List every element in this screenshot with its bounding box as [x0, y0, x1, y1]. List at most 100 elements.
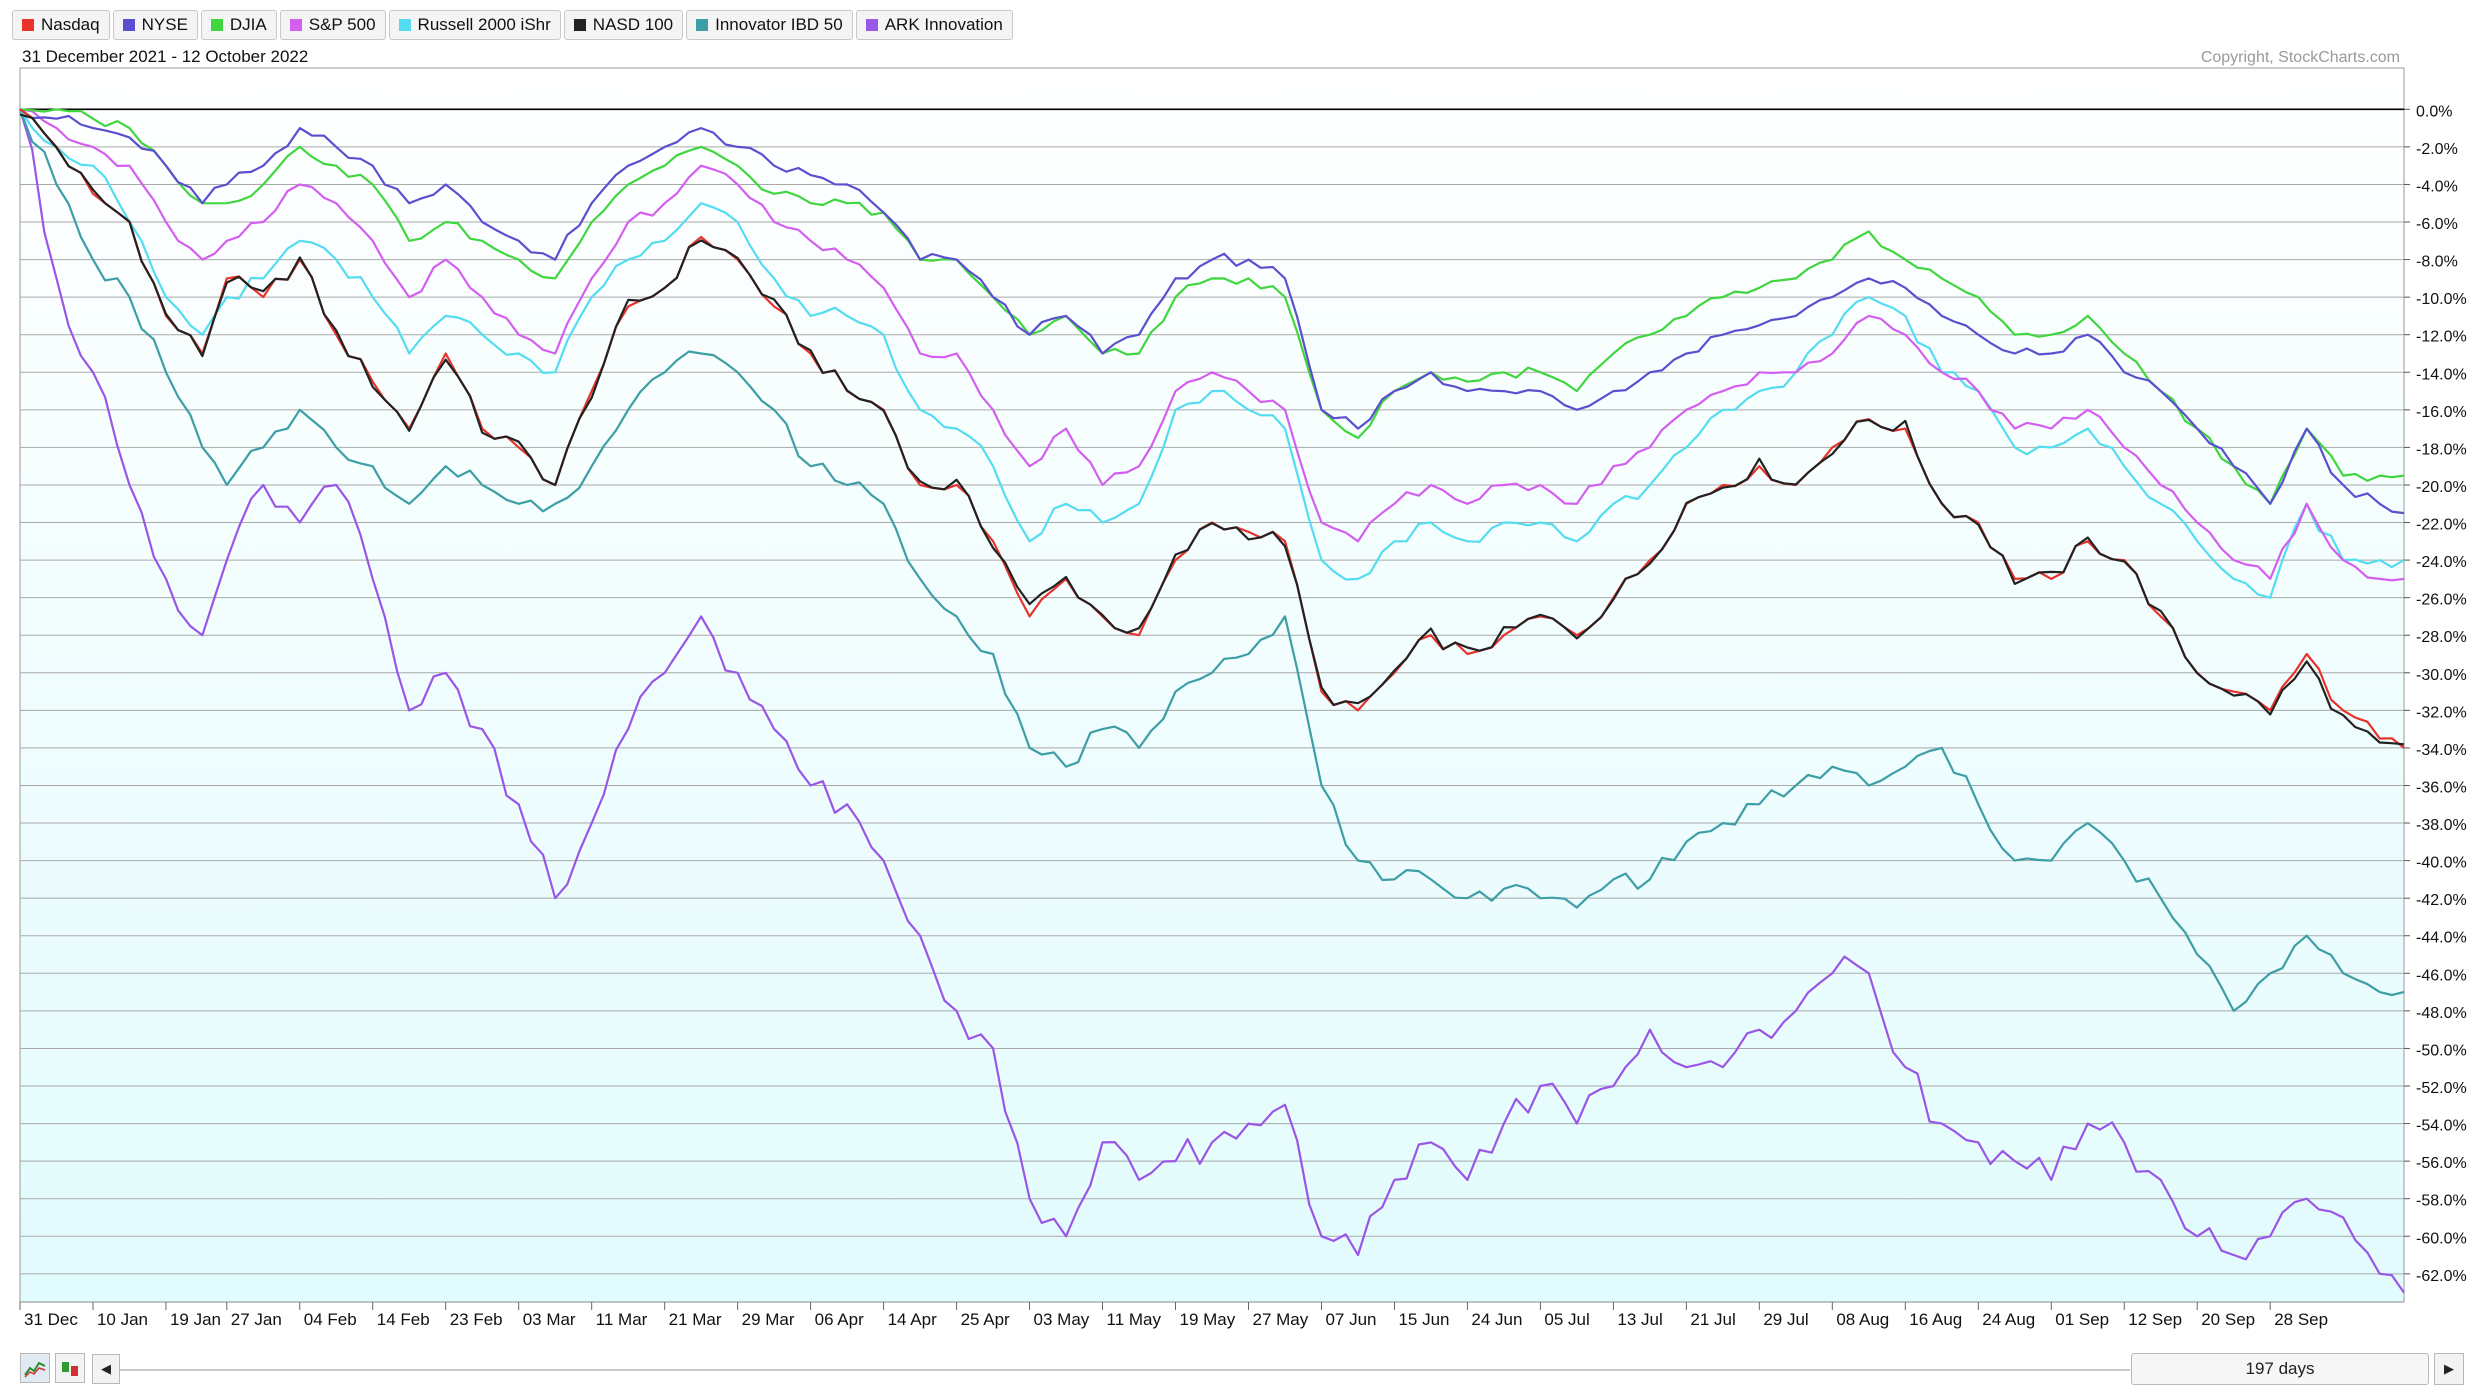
- series-line-innovator-ibd-50: [18, 108, 2405, 1013]
- y-tick-label: -16.0%: [2416, 404, 2467, 421]
- scroll-right-button[interactable]: ▶: [2434, 1353, 2464, 1385]
- x-tick-label: 29 Mar: [742, 1310, 795, 1329]
- legend-swatch: [573, 19, 586, 31]
- y-tick-label: -44.0%: [2416, 930, 2467, 947]
- x-tick-label: 03 Mar: [523, 1310, 576, 1329]
- x-tick-label: 01 Sep: [2055, 1310, 2109, 1329]
- x-tick-label: 16 Aug: [1909, 1310, 1962, 1329]
- scroll-left-button[interactable]: ◀: [92, 1354, 120, 1384]
- y-tick-label: -38.0%: [2416, 817, 2467, 834]
- legend-label: NASD 100: [592, 15, 674, 34]
- y-tick-label: 0.0%: [2416, 103, 2452, 120]
- legend-label: S&P 500: [308, 15, 376, 34]
- series-line-nyse: [19, 108, 2405, 515]
- right-arrow-icon: ▶: [2444, 1361, 2454, 1376]
- legend-swatch: [696, 19, 709, 31]
- x-tick-label: 21 Mar: [669, 1310, 722, 1329]
- y-tick-label: -2.0%: [2416, 141, 2458, 158]
- x-axis: 31 Dec 10 Jan 19 Jan 27 Jan 04 Feb 14 Feb 23 F…: [19, 1301, 2404, 1329]
- x-tick-label: 28 Sep: [2274, 1310, 2328, 1329]
- y-tick-label: -28.0%: [2416, 629, 2467, 646]
- y-tick-label: -42.0%: [2416, 892, 2467, 909]
- legend-label: ARK Innovation: [884, 15, 1003, 34]
- legend-item[interactable]: Nasdaq: [12, 10, 110, 40]
- legend-item[interactable]: NYSE: [112, 10, 198, 40]
- candlestick-toggle-button[interactable]: [55, 1353, 85, 1383]
- y-tick-label: -40.0%: [2416, 855, 2467, 872]
- legend-item[interactable]: Innovator IBD 50: [686, 10, 853, 40]
- y-tick-label: -54.0%: [2416, 1118, 2467, 1135]
- x-tick-label: 14 Feb: [377, 1310, 430, 1329]
- x-tick-label: 13 Jul: [1617, 1310, 1662, 1329]
- y-tick-label: -12.0%: [2416, 329, 2467, 346]
- legend-item[interactable]: DJIA: [200, 10, 277, 40]
- legend: Nasdaq NYSE DJIA S&P 500 Russell 2000 iShr NA…: [12, 10, 1013, 42]
- y-tick-label: -58.0%: [2416, 1193, 2467, 1210]
- scroll-track[interactable]: [120, 1369, 2130, 1371]
- legend-label: NYSE: [141, 15, 188, 34]
- legend-swatch: [122, 19, 135, 31]
- date-range-label: 31 December 2021 - 12 October 2022: [22, 47, 308, 66]
- legend-item[interactable]: ARK Innovation: [855, 10, 1013, 40]
- x-tick-label: 24 Jun: [1471, 1310, 1522, 1329]
- y-tick-label: -56.0%: [2416, 1155, 2467, 1172]
- x-tick-label: 04 Feb: [304, 1310, 357, 1329]
- period-label: 197 days: [2245, 1359, 2315, 1378]
- y-tick-label: -60.0%: [2416, 1230, 2467, 1247]
- candlestick-icon: [62, 1362, 78, 1376]
- y-tick-label: -26.0%: [2416, 592, 2467, 609]
- y-tick-label: -30.0%: [2416, 667, 2467, 684]
- legend-swatch: [865, 19, 878, 31]
- y-tick-label: -18.0%: [2416, 441, 2467, 458]
- legend-item[interactable]: Russell 2000 iShr: [388, 10, 561, 40]
- legend-item[interactable]: NASD 100: [563, 10, 684, 40]
- y-tick-label: -10.0%: [2416, 291, 2467, 308]
- period-selector[interactable]: 197 days: [2131, 1353, 2429, 1385]
- legend-swatch: [210, 19, 223, 31]
- x-tick-label: 03 May: [1034, 1310, 1090, 1329]
- y-tick-label: -22.0%: [2416, 517, 2467, 534]
- legend-swatch: [398, 19, 411, 31]
- series-line-nasd-100: [19, 113, 2405, 746]
- x-tick-label: 11 Mar: [596, 1310, 648, 1329]
- y-tick-label: -32.0%: [2416, 704, 2467, 721]
- series-line-djia: [19, 108, 2405, 505]
- x-tick-label: 14 Apr: [888, 1310, 937, 1329]
- x-tick-label: 05 Jul: [1544, 1310, 1589, 1329]
- y-tick-label: -6.0%: [2416, 216, 2458, 233]
- y-tick-label: -36.0%: [2416, 779, 2467, 796]
- legend-item[interactable]: S&P 500: [279, 10, 386, 40]
- x-tick-label: 21 Jul: [1690, 1310, 1735, 1329]
- y-tick-label: -50.0%: [2416, 1042, 2467, 1059]
- x-tick-label: 11 May: [1107, 1310, 1162, 1329]
- legend-label: Nasdaq: [41, 15, 100, 34]
- x-tick-label: 10 Jan: [97, 1310, 148, 1329]
- line-chart-icon: [24, 1361, 46, 1378]
- series-lines: [18, 108, 2405, 1294]
- navigation-bar: ◀: [0, 1347, 2486, 1393]
- x-tick-label: 15 Jun: [1398, 1310, 1449, 1329]
- x-tick-label: 06 Apr: [815, 1310, 864, 1329]
- line-chart-toggle-button[interactable]: [20, 1353, 50, 1383]
- y-tick-label: -48.0%: [2416, 1005, 2467, 1022]
- x-tick-label: 23 Feb: [450, 1310, 503, 1329]
- x-tick-label: 08 Aug: [1836, 1310, 1889, 1329]
- y-tick-label: -14.0%: [2416, 366, 2467, 383]
- legend-label: DJIA: [229, 15, 267, 34]
- copyright-label: Copyright, StockCharts.com: [2201, 49, 2400, 66]
- y-tick-label: -34.0%: [2416, 742, 2467, 759]
- plot-area: [19, 67, 2405, 1303]
- y-tick-label: -52.0%: [2416, 1080, 2467, 1097]
- y-tick-label: -62.0%: [2416, 1268, 2467, 1285]
- x-tick-label: 12 Sep: [2128, 1310, 2182, 1329]
- left-arrow-icon: ◀: [101, 1361, 111, 1376]
- y-tick-label: -20.0%: [2416, 479, 2467, 496]
- legend-label: Innovator IBD 50: [715, 15, 843, 34]
- y-tick-label: -24.0%: [2416, 554, 2467, 571]
- x-tick-label: 29 Jul: [1763, 1310, 1808, 1329]
- x-tick-label: 07 Jun: [1325, 1310, 1376, 1329]
- x-tick-label: 31 Dec: [24, 1310, 78, 1329]
- y-tick-label: -46.0%: [2416, 967, 2467, 984]
- x-tick-label: 27 May: [1252, 1310, 1308, 1329]
